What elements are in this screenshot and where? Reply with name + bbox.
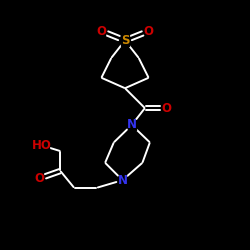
Text: N: N [118,174,128,187]
Text: O: O [96,24,106,38]
Bar [145,26,152,36]
Bar [35,173,43,184]
Text: O: O [34,172,44,185]
Bar [128,120,136,130]
Bar [98,26,105,36]
Bar [118,175,126,186]
Text: S: S [121,34,129,47]
Text: O: O [161,102,171,114]
Text: O: O [144,24,154,38]
Text: HO: HO [32,139,52,152]
Bar [162,102,170,114]
Bar [34,140,49,151]
Text: N: N [127,118,137,132]
Bar [121,35,129,46]
